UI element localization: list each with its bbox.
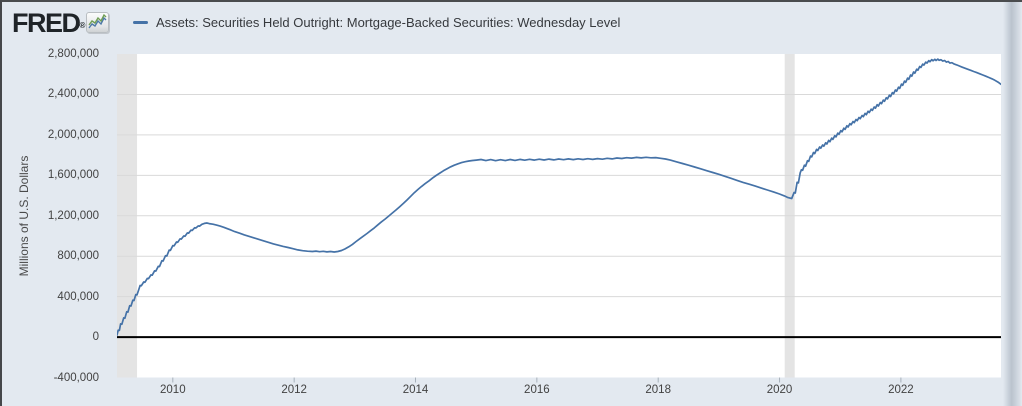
fred-logo-text: FRED [12,8,81,38]
fred-sparkline-icon [86,12,109,33]
x-tick-label: 2020 [766,384,793,396]
x-tick-label: 2010 [160,384,186,396]
x-tick-label: 2016 [524,384,550,396]
y-tick-label: 0 [92,331,99,344]
data-line[interactable] [116,58,1001,337]
y-tick-label: 2,000,000 [47,128,99,141]
x-tick-label: 2014 [402,384,429,396]
legend-series-label[interactable]: Assets: Securities Held Outright: Mortga… [156,15,621,30]
y-tick-label: 800,000 [57,250,99,263]
vertical-scrollbar[interactable] [1003,2,1022,406]
x-tick-label: 2018 [645,384,671,396]
y-tick-label: 1,600,000 [47,169,99,182]
registered-trademark: ® [79,21,86,30]
y-tick-label: 1,200,000 [47,209,99,222]
y-tick-label: 2,400,000 [47,88,99,101]
fred-sparkline-art [88,13,107,29]
fred-logo[interactable]: FRED® [12,8,85,39]
x-tick-label: 2012 [281,384,307,396]
y-tick-label: 400,000 [57,290,99,303]
legend-line-swatch [133,21,148,24]
x-tick-label: 2022 [888,384,914,396]
y-tick-label: 2,800,000 [47,48,99,60]
y-tick-label: -400,000 [53,371,99,384]
